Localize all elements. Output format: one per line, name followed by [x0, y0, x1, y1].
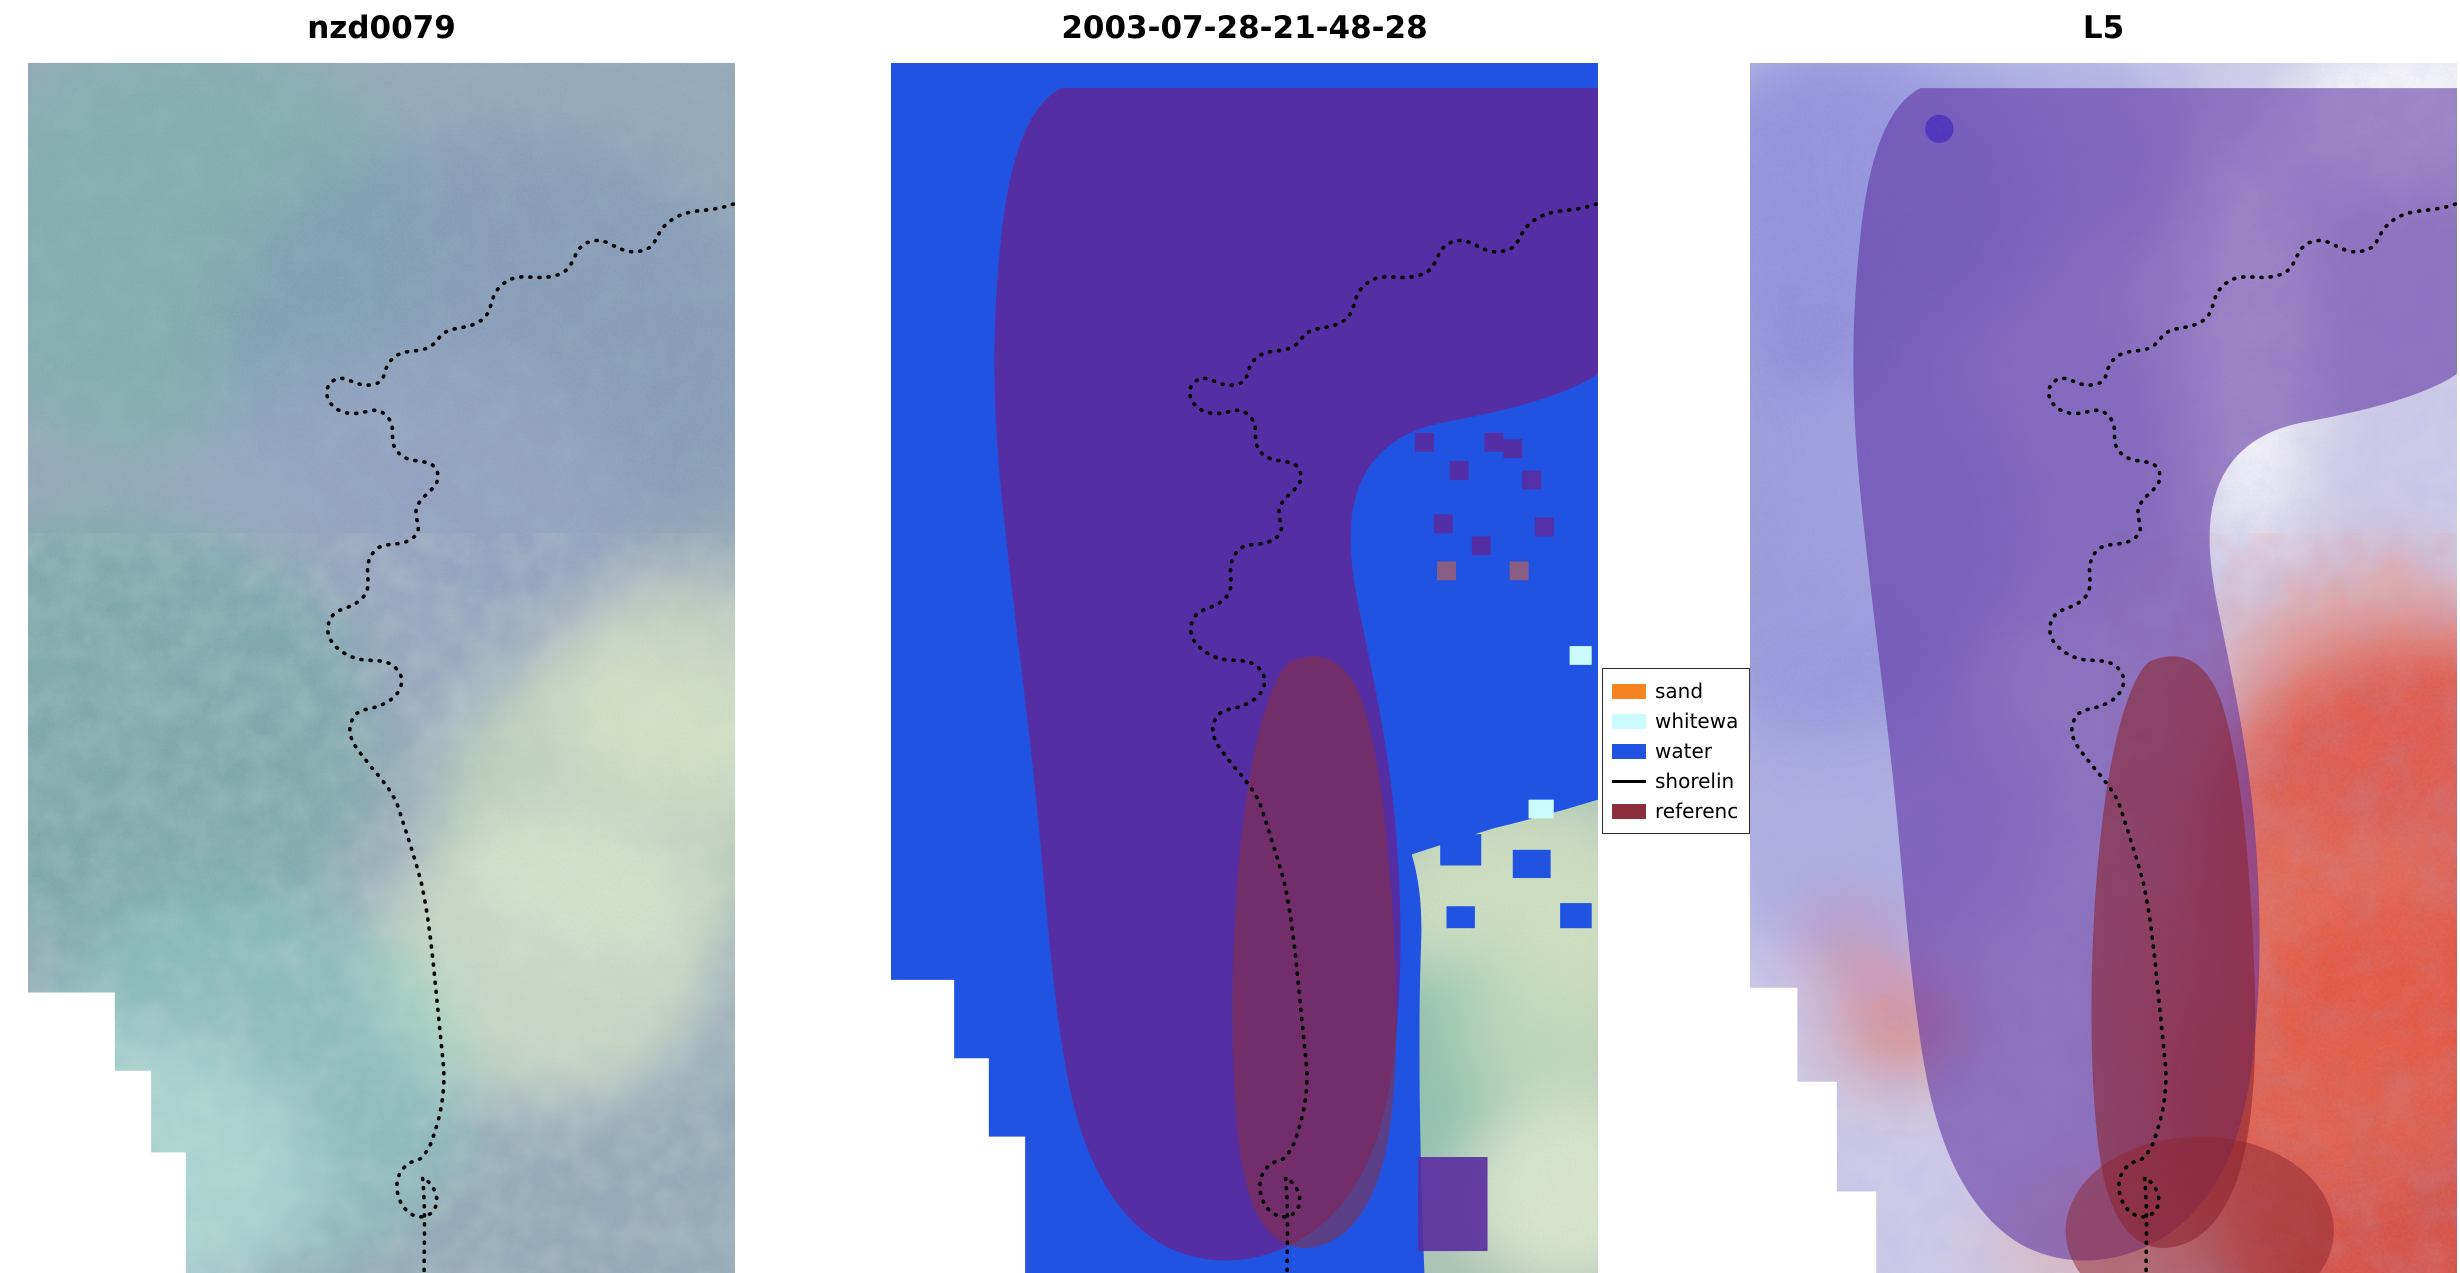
l5-heatmap-canvas: [1750, 63, 2457, 1273]
legend-item-reference: referenc: [1612, 796, 1749, 826]
rgb-image-canvas: [28, 63, 735, 1273]
panel-classified-image: [891, 63, 1598, 1273]
legend-label-whitewater: whitewa: [1655, 709, 1739, 733]
classified-pixel-speckles: [1414, 432, 1554, 556]
classified-image-canvas: [891, 63, 1598, 1273]
shoreline-line-swatch: [1612, 779, 1646, 783]
water-inlet-pixels: [1440, 834, 1592, 929]
mixed-pixel-speckles: [1437, 561, 1529, 581]
water-swatch: [1612, 743, 1646, 759]
panel-title-sitename: nzd0079: [307, 10, 456, 46]
legend-item-sand: sand: [1612, 676, 1749, 706]
reference-shoreline-buffer: [1232, 656, 1397, 1248]
shoreline-path: [2047, 202, 2457, 1273]
reference-shoreline-buffer: [2091, 656, 2256, 1248]
legend-label-shoreline: shorelin: [1655, 769, 1735, 793]
whitewater-pixels: [1528, 646, 1592, 819]
visible-imagery-region: [1411, 799, 1598, 1273]
panel-title-sensor: L5: [2082, 10, 2125, 46]
legend-label-sand: sand: [1655, 679, 1704, 703]
legend: sand whitewa water shorelin referenc: [1602, 668, 1750, 834]
panel-title-datetime: 2003-07-28-21-48-28: [1061, 10, 1428, 46]
panel-rgb-image: [28, 63, 735, 1273]
legend-item-whitewater: whitewa: [1612, 706, 1749, 736]
whitewater-swatch: [1612, 713, 1646, 729]
legend-label-reference: referenc: [1655, 799, 1739, 823]
panel-l5-heatmap: [1750, 63, 2457, 1273]
legend-label-water: water: [1655, 739, 1712, 763]
nodata-stairstep: [1750, 987, 1877, 1273]
legend-item-water: water: [1612, 736, 1749, 766]
classified-block-bottom: [1418, 1157, 1488, 1252]
sand-swatch: [1612, 683, 1646, 699]
nodata-stairstep: [28, 992, 186, 1273]
legend-item-shoreline: shorelin: [1612, 766, 1749, 796]
reference-swatch: [1612, 803, 1646, 819]
shoreline-path: [325, 202, 735, 1273]
reference-buffer-bottom: [2065, 1136, 2334, 1273]
nodata-stairstep: [891, 979, 1026, 1273]
shoreline-path: [1188, 202, 1598, 1273]
